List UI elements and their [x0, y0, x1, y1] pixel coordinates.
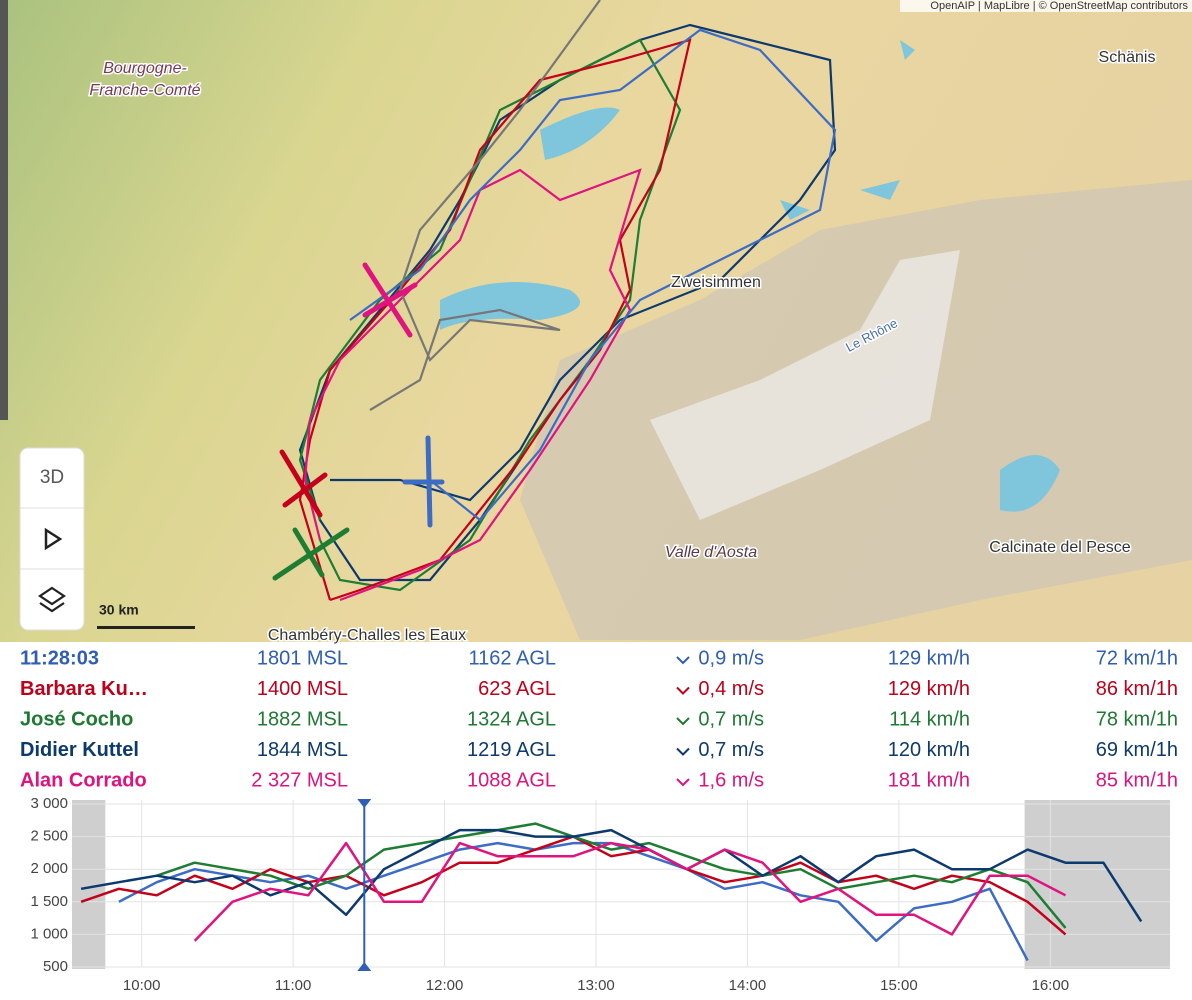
- pilot-table: 11:28:03 1801 MSL 1162 AGL 0,9 m/s 129 km/h 7…: [20, 647, 1178, 791]
- pilot-name: Barbara Ku…: [20, 678, 148, 700]
- vario-chevron: [676, 656, 690, 665]
- x-tick-label: 16:00: [1032, 977, 1070, 994]
- y-tick-label: 1 000: [30, 925, 68, 942]
- y-tick-label: 1 500: [30, 893, 68, 910]
- play-button[interactable]: [44, 527, 63, 551]
- vario-chevron: [676, 686, 690, 695]
- map-controls: 3D: [19, 447, 85, 631]
- control-panel: [19, 447, 85, 631]
- vario: 0,7 m/s: [698, 708, 764, 730]
- altitude-agl: 1324 AGL: [467, 708, 556, 730]
- vario: 0,7 m/s: [698, 739, 764, 761]
- region-label: Bourgogne-: [103, 60, 187, 77]
- altitude-msl: 1801 MSL: [257, 647, 348, 669]
- region-label: Valle d'Aosta: [665, 544, 757, 561]
- mode-button[interactable]: 3D: [40, 467, 64, 488]
- avg-speed: 69 km/1h: [1096, 739, 1178, 761]
- place-label: Schänis: [1099, 49, 1156, 66]
- avg-speed: 86 km/1h: [1096, 678, 1178, 700]
- speed: 114 km/h: [889, 708, 970, 730]
- altitude-agl: 1162 AGL: [469, 647, 556, 669]
- vario-chevron: [676, 717, 690, 726]
- pilot-name: Alan Corrado: [20, 769, 147, 791]
- y-tick-label: 2 000: [30, 860, 68, 877]
- altitude-msl: 1882 MSL: [257, 708, 348, 730]
- edge: [0, 0, 8, 420]
- x-tick-label: 15:00: [880, 977, 918, 994]
- x-tick-label: 11:00: [275, 977, 311, 994]
- avg-speed: 78 km/1h: [1096, 708, 1178, 730]
- range-shade: [1024, 800, 1170, 969]
- lake: [1000, 455, 1060, 512]
- x-tick-label: 12:00: [426, 977, 464, 994]
- vario-chevron: [676, 778, 690, 787]
- attribution[interactable]: OpenAIP | MapLibre | © OpenStreetMap con…: [930, 0, 1188, 12]
- vario-chevron: [676, 747, 690, 756]
- vario: 0,9 m/s: [698, 647, 764, 669]
- x-tick-label: 10:00: [123, 977, 161, 994]
- y-tick-label: 2 500: [30, 828, 68, 845]
- snow: [650, 250, 960, 520]
- gliders: [272, 262, 445, 581]
- scale-label: 30 km: [99, 602, 139, 618]
- altitude-msl: 2 327 MSL: [251, 769, 348, 791]
- attribution-bg: [900, 0, 1192, 12]
- place-label: Chambéry-Challes les Eaux: [268, 627, 466, 644]
- altitude-agl: 1219 AGL: [467, 739, 556, 761]
- map[interactable]: Bourgogne- Franche-Comté Schänis Zweisim…: [0, 0, 1192, 646]
- y-tick-label: 500: [43, 958, 68, 975]
- avg-speed: 72 km/1h: [1096, 647, 1178, 669]
- pilot-name: 11:28:03: [20, 647, 99, 669]
- altitude-msl: 1400 MSL: [257, 678, 348, 700]
- altitude-agl: 623 AGL: [478, 678, 556, 700]
- altitude-line: [80, 828, 1143, 923]
- altitude-line: [156, 822, 1067, 929]
- altitude-line: [193, 841, 1067, 942]
- pilot-name: José Cocho: [20, 708, 133, 730]
- place-label: Zweisimmen: [671, 274, 761, 291]
- speed: 129 km/h: [888, 647, 970, 669]
- altitude-chart[interactable]: 500 1 000 1 500 2 000 2 500 3 000 10:00 11:00 12…: [30, 795, 1170, 994]
- speed: 129 km/h: [888, 678, 970, 700]
- vario: 1,6 m/s: [698, 769, 764, 791]
- speed: 181 km/h: [888, 769, 970, 791]
- lake: [540, 107, 620, 160]
- scale-bar: [97, 626, 195, 629]
- altitude-line: [118, 841, 1029, 962]
- x-tick-label: 13:00: [577, 977, 615, 994]
- speed: 120 km/h: [888, 739, 970, 761]
- vario: 0,4 m/s: [698, 678, 764, 700]
- altitude-msl: 1844 MSL: [257, 739, 348, 761]
- avg-speed: 85 km/1h: [1096, 769, 1178, 791]
- region-label: Franche-Comté: [89, 82, 200, 99]
- altitude-agl: 1088 AGL: [467, 769, 556, 791]
- pilot-name: Didier Kuttel: [20, 739, 139, 761]
- y-tick-label: 3 000: [30, 795, 68, 812]
- x-tick-label: 14:00: [729, 977, 767, 994]
- lake: [440, 282, 580, 330]
- place-label: Calcinate del Pesce: [989, 539, 1131, 556]
- layers-button[interactable]: [38, 586, 66, 613]
